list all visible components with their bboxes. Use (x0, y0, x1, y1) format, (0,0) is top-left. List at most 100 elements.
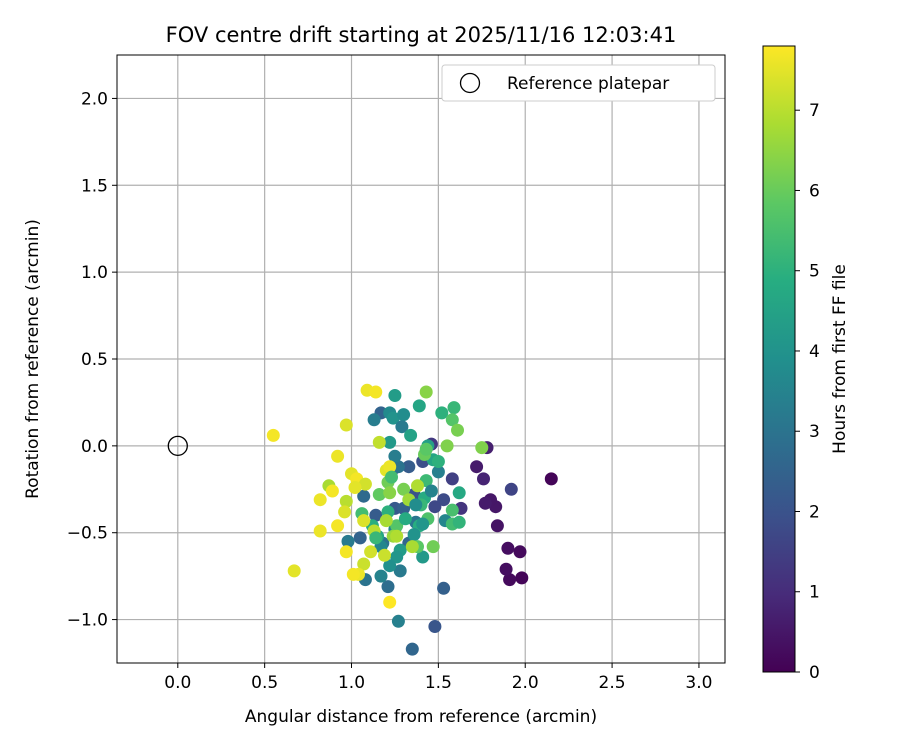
y-axis-label: Rotation from reference (arcmin) (23, 219, 43, 499)
y-tick-label: 1.0 (81, 263, 108, 283)
data-point (339, 494, 353, 508)
x-tick-label: 3.0 (685, 673, 712, 693)
data-point (388, 449, 402, 463)
data-point (445, 472, 459, 486)
data-point (478, 496, 492, 510)
data-point (353, 531, 367, 545)
data-point (426, 540, 440, 554)
colorbar-tick-label: 1 (809, 583, 820, 603)
data-point (379, 514, 393, 528)
x-axis-ticks: 0.0 0.5 1.0 1.5 2.0 2.5 3.0 (164, 663, 712, 693)
data-point (451, 423, 464, 437)
data-point (357, 514, 371, 528)
colorbar-tick-label: 7 (809, 101, 820, 121)
data-point (424, 484, 438, 498)
data-point (503, 573, 517, 587)
data-point (440, 439, 454, 453)
data-point (393, 564, 407, 578)
data-point (452, 486, 466, 500)
data-point (358, 477, 372, 491)
y-tick-label: 0.5 (81, 350, 108, 370)
colorbar-tick-label: 2 (809, 502, 820, 522)
data-point (287, 564, 301, 578)
data-point (313, 524, 327, 538)
data-point (385, 470, 398, 484)
data-point (372, 488, 386, 501)
x-tick-label: 0.5 (251, 673, 278, 693)
y-axis-ticks: −1.0 −0.5 0.0 0.5 1.0 1.5 2.0 (67, 89, 117, 631)
data-point (386, 411, 400, 425)
data-point (475, 441, 489, 455)
data-point (437, 493, 451, 507)
data-point (412, 399, 426, 413)
grid (117, 55, 725, 663)
data-point (452, 515, 466, 529)
data-point (411, 479, 424, 493)
data-point (383, 559, 397, 573)
x-tick-label: 1.0 (338, 673, 365, 693)
data-point (501, 541, 515, 555)
x-tick-label: 1.5 (425, 673, 452, 693)
data-point (405, 540, 419, 554)
data-point (383, 460, 397, 474)
data-point (431, 465, 445, 479)
data-point (331, 519, 345, 533)
x-axis-label: Angular distance from reference (arcmin) (245, 707, 597, 727)
data-point (346, 567, 360, 581)
data-point (428, 500, 442, 514)
y-tick-label: 0.0 (81, 437, 108, 457)
data-point (431, 455, 445, 468)
data-point (397, 408, 411, 422)
legend-entry-reference: Reference platepar (507, 74, 669, 94)
data-point (391, 614, 405, 628)
data-points (167, 383, 558, 656)
colorbar-tick-label: 4 (809, 342, 820, 362)
data-point (390, 550, 404, 564)
data-point (402, 460, 416, 474)
data-point (266, 428, 280, 442)
data-point (477, 472, 490, 486)
data-point (428, 620, 442, 633)
y-tick-label: −0.5 (67, 524, 108, 544)
data-point (372, 435, 386, 449)
data-point (313, 493, 327, 507)
y-tick-label: 1.5 (81, 176, 108, 196)
data-point (381, 580, 395, 594)
data-point (383, 486, 397, 500)
colorbar-tick-label: 0 (809, 663, 820, 683)
data-point (338, 505, 352, 519)
data-point (369, 531, 383, 545)
data-point (367, 413, 381, 427)
colorbar (762, 45, 796, 673)
data-point (405, 642, 419, 656)
data-point (513, 545, 527, 559)
data-point (490, 519, 504, 533)
data-point (499, 562, 513, 576)
reference-platepar-marker (167, 435, 188, 457)
data-point (357, 489, 371, 503)
data-point (383, 595, 397, 609)
data-point (369, 385, 383, 399)
x-tick-label: 2.5 (599, 673, 626, 693)
data-point (339, 545, 353, 559)
data-point (331, 449, 345, 463)
data-point (504, 482, 518, 496)
colorbar-tick-label: 5 (809, 262, 820, 282)
data-point (515, 571, 529, 585)
data-point (437, 581, 451, 595)
data-point (341, 534, 355, 548)
y-tick-label: 2.0 (81, 89, 108, 109)
colorbar-ticks: 0 1 2 3 4 5 6 7 (795, 101, 820, 683)
legend-reference-marker (459, 72, 481, 94)
data-point (390, 519, 404, 533)
data-point (416, 517, 430, 531)
data-point (435, 406, 449, 420)
data-point (390, 529, 404, 543)
data-point (445, 503, 459, 517)
colorbar-tick-label: 3 (809, 422, 820, 442)
data-point (395, 420, 409, 434)
data-point (388, 389, 402, 402)
data-point (416, 550, 430, 564)
data-point (419, 385, 433, 399)
